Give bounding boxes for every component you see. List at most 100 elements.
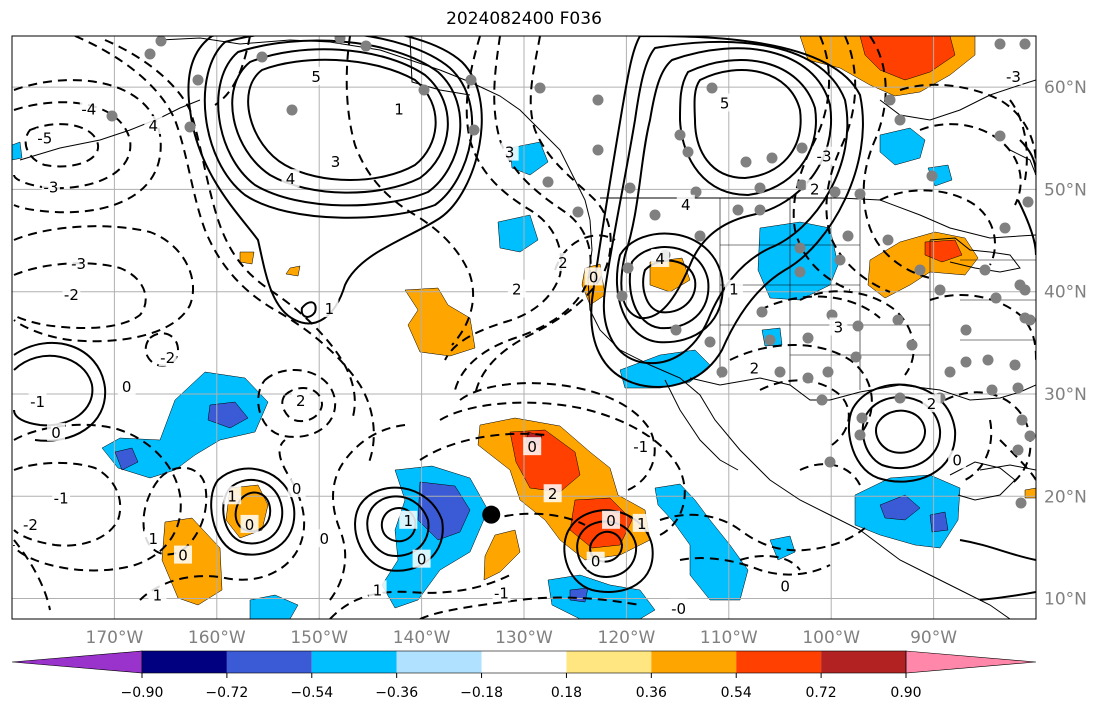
shaded-region-darkblue: [114, 447, 139, 471]
contour-value-label: 0: [527, 438, 537, 456]
contour-label-backdrop: [320, 299, 339, 318]
colorbar-segment: [226, 651, 312, 673]
solid-contour: [13, 341, 107, 442]
colorbar-tick-label: 0.18: [551, 685, 582, 701]
observation-dot: [994, 38, 1006, 50]
contour-value-label: 2: [512, 281, 522, 299]
contour-label-backdrop: [117, 376, 136, 395]
solid-contour: [693, 69, 802, 180]
contour-value-label: 2: [296, 392, 306, 410]
shaded-region-orange: [285, 265, 301, 277]
contour-value-label: -2: [160, 349, 175, 367]
solid-contour: [628, 246, 710, 330]
contour-label-backdrop: [223, 486, 242, 505]
contour-label-backdrop: [724, 279, 743, 298]
observation-dot: [468, 124, 480, 136]
contour-value-label: 0: [122, 378, 132, 396]
observation-dot: [892, 314, 904, 326]
latitude-axis: 60°N 50°N 40°N 30°N 20°N 10°N: [1044, 78, 1087, 609]
solid-contour: [247, 58, 437, 181]
colorbar-tick-label: 0.90: [890, 685, 921, 701]
contour-label-backdrop: [412, 549, 431, 568]
contour-label-backdrop: [35, 128, 54, 147]
solid-contour: [642, 259, 697, 314]
contour-label-backdrop: [287, 479, 306, 498]
observation-dot: [934, 284, 946, 296]
shaded-region-orange: [239, 251, 255, 265]
shaded-region-red: [924, 239, 963, 263]
dashed-contour: [281, 386, 324, 423]
coastline-west-us: [587, 219, 1011, 619]
contour-value-label: 0: [178, 547, 188, 565]
contour-label-backdrop: [651, 248, 670, 267]
observation-dot: [706, 82, 718, 94]
contour-value-label: -1: [633, 438, 648, 456]
contour-label-backdrop: [240, 514, 259, 533]
contour-value-label: 0: [51, 424, 61, 442]
contour-label-backdrop: [948, 450, 967, 469]
contour-label-backdrop: [1004, 66, 1023, 85]
observation-dot: [854, 429, 866, 441]
contour-value-label: -3: [71, 255, 86, 273]
shaded-region-darkblue: [929, 511, 949, 533]
observation-dot: [1014, 279, 1026, 291]
observation-dot: [732, 204, 744, 216]
observation-dot: [994, 130, 1006, 142]
dashed-contour: [345, 36, 475, 346]
observation-dot: [740, 156, 752, 168]
observation-dot: [816, 394, 828, 406]
observation-dot: [906, 339, 918, 351]
observation-dot: [694, 230, 706, 242]
observation-dot: [856, 412, 868, 424]
contour-label-backdrop: [745, 358, 764, 377]
colorbar-outline: [141, 650, 907, 674]
contour-value-label: 1: [404, 512, 414, 530]
contour-label-backdrop: [158, 348, 177, 367]
solid-contour: [187, 36, 483, 325]
colorbar: −0.90 −0.72 −0.54 −0.36 −0.18 0.18 0.36 0.54 0.7…: [11, 650, 1037, 701]
dashed-contour: [964, 419, 993, 481]
solid-contour: [847, 383, 957, 483]
aleutian-chain: [19, 99, 201, 161]
colorbar-segment: [821, 651, 906, 673]
observation-dot: [592, 94, 604, 106]
solid-contour: [366, 495, 430, 557]
dashed-contour-layer: [13, 36, 1036, 619]
observation-dot: [756, 306, 768, 318]
contour-value-label: 1: [373, 581, 383, 599]
contour-value-label: 0: [591, 553, 601, 571]
solid-contour: [380, 507, 417, 543]
solid-contour: [589, 530, 624, 563]
observation-dot: [842, 230, 854, 242]
shaded-region-orange: [483, 529, 521, 581]
contour-value-label: 0: [320, 530, 330, 548]
observation-dot: [824, 456, 836, 468]
contour-label-backdrop: [553, 253, 572, 272]
dashed-contour: [419, 432, 546, 461]
solid-contour: [217, 39, 462, 207]
dashed-contour: [257, 368, 337, 438]
dashed-contour: [13, 101, 132, 190]
observation-dot: [850, 351, 862, 363]
contour-label-backdrop: [492, 583, 511, 602]
observation-dot: [794, 242, 806, 254]
longitude-tick-label: 140°W: [393, 628, 451, 648]
contour-label-backdrop: [543, 484, 562, 503]
observation-dot: [960, 356, 972, 368]
observation-dot: [882, 234, 894, 246]
observation-dot: [999, 222, 1011, 234]
longitude-tick-label: 120°W: [598, 628, 656, 648]
colorbar-tick-label: −0.18: [460, 685, 503, 701]
observation-dot: [1016, 414, 1028, 426]
contour-value-label: 2: [558, 254, 568, 272]
observation-dot: [1015, 497, 1027, 509]
cuba: [979, 464, 1036, 471]
colorbar-segment: [142, 651, 227, 673]
solid-contour: [590, 36, 864, 388]
shaded-region-orange: [1024, 487, 1036, 499]
dashed-contour: [489, 512, 586, 526]
contour-value-label: -1: [494, 584, 509, 602]
contour-label-backdrop: [52, 488, 71, 507]
observation-dot: [256, 51, 268, 63]
